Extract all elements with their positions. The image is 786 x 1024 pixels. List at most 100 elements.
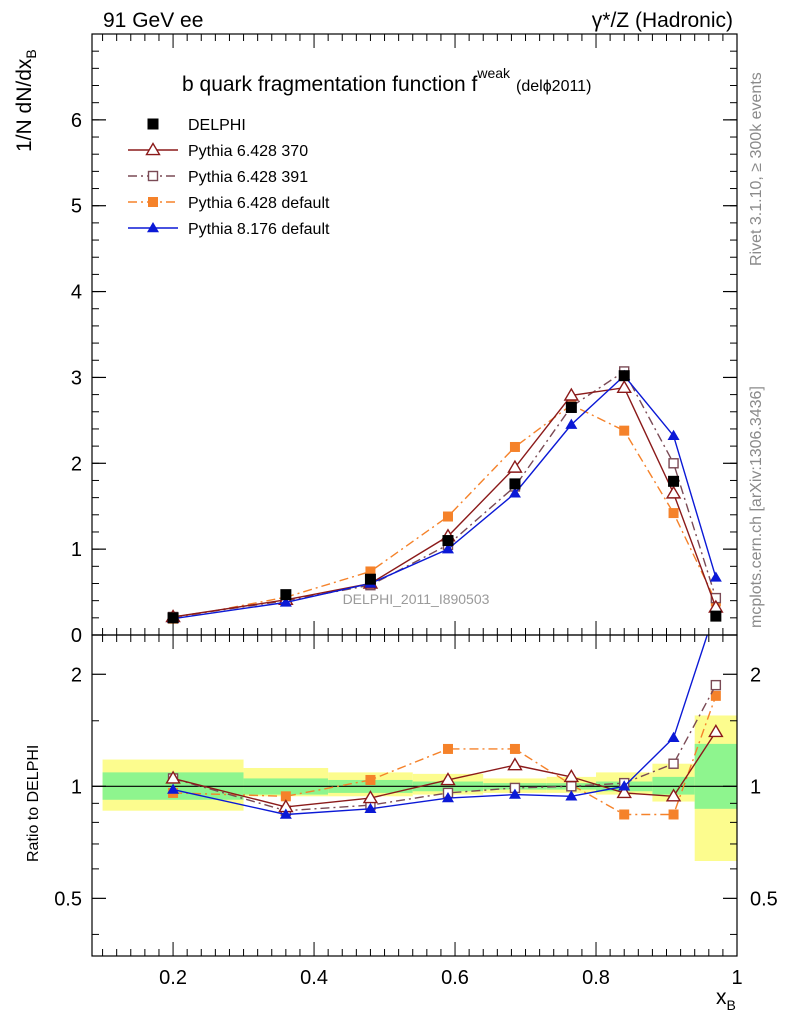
legend: DELPHI Pythia 6.428 370 Pythia 6.428 391 Py… bbox=[128, 117, 330, 238]
ratio-point-p391-5 bbox=[566, 781, 577, 792]
point-data-3 bbox=[442, 535, 454, 547]
legend-entry-p8def: Pythia 8.176 default bbox=[128, 221, 330, 238]
ratio-point-p370-5 bbox=[563, 769, 580, 783]
legend-marker-p6def bbox=[148, 197, 158, 207]
x-tick-label: 0.8 bbox=[582, 967, 610, 989]
ratio-point-p8def-5 bbox=[565, 790, 578, 801]
ratio-point-p8def-4 bbox=[508, 788, 521, 799]
legend-label-p6def: Pythia 6.428 default bbox=[188, 195, 330, 212]
x-axis-title-sub: B bbox=[727, 997, 736, 1013]
legend-entry-p391: Pythia 6.428 391 bbox=[128, 169, 308, 186]
point-p6def-4 bbox=[509, 441, 520, 452]
x-tick-label: 0.4 bbox=[300, 967, 328, 989]
legend-entry-p6def: Pythia 6.428 default bbox=[128, 195, 330, 212]
point-p8def-8 bbox=[709, 571, 722, 582]
rivet-label: Rivet 3.1.10, ≥ 300k events bbox=[748, 72, 765, 266]
point-data-4 bbox=[509, 478, 521, 490]
legend-label-p370: Pythia 6.428 370 bbox=[188, 143, 308, 160]
ratio-point-p6def-2 bbox=[365, 774, 376, 785]
bottom-frame bbox=[91, 634, 738, 957]
y-tick-label: 3 bbox=[71, 367, 82, 389]
point-data-2 bbox=[364, 573, 376, 585]
legend-label-p391: Pythia 6.428 391 bbox=[188, 169, 308, 186]
ratio-plot-panel: 0.5 0.51 12 20.2 0.4 0.6 0.8 1 Ratio to DELPHI … bbox=[25, 634, 778, 1013]
ratio-point-p8def-0 bbox=[167, 783, 180, 794]
process-label: γ*/Z (Hadronic) bbox=[592, 9, 733, 32]
series-p391 bbox=[167, 366, 722, 623]
ratio-point-p6def-6 bbox=[619, 809, 630, 820]
plot-title-main: b quark fragmentation function f bbox=[182, 73, 478, 96]
ratio-point-p6def-4 bbox=[509, 743, 520, 754]
x-axis-title-main: x bbox=[716, 986, 727, 1009]
ratio-point-p370-6 bbox=[616, 785, 632, 799]
point-p8def-3 bbox=[441, 543, 454, 554]
legend-label-data: DELPHI bbox=[188, 117, 246, 134]
point-p6def-3 bbox=[442, 511, 453, 522]
point-p8def-5 bbox=[565, 418, 578, 429]
y-axis-title-main: 1/N dN/dx bbox=[13, 58, 36, 152]
x-axis-title: xB bbox=[716, 986, 736, 1013]
point-p370-4 bbox=[507, 459, 523, 473]
point-data-7 bbox=[668, 475, 680, 487]
ratio-point-p6def-8 bbox=[710, 690, 721, 701]
plot-title-sup: weak bbox=[476, 65, 511, 81]
point-p8def-7 bbox=[667, 429, 680, 441]
legend-entry-p370: Pythia 6.428 370 bbox=[128, 142, 308, 160]
legend-label-p8def: Pythia 8.176 default bbox=[188, 221, 330, 238]
x-tick-label: 1 bbox=[731, 967, 742, 989]
y-tick-label: 6 bbox=[71, 110, 82, 132]
ratio-y-tick-label: 1 bbox=[71, 776, 82, 798]
plot-title: b quark fragmentation function fweak (del… bbox=[182, 65, 591, 96]
point-data-1 bbox=[280, 589, 292, 601]
legend-marker-p8def bbox=[147, 222, 159, 233]
watermark: DELPHI_2011_I890503 bbox=[343, 591, 490, 607]
plot-title-tag: (delϕ2011) bbox=[516, 78, 591, 95]
series-p370 bbox=[165, 379, 724, 623]
series-p8def bbox=[167, 369, 722, 623]
ratio-y-axis-title: Ratio to DELPHI bbox=[25, 745, 42, 862]
point-p370-7 bbox=[665, 485, 682, 499]
ratio-y-tick-label-right: 1 bbox=[750, 776, 761, 798]
ratio-series-p370 bbox=[165, 724, 724, 813]
legend-marker-p370 bbox=[145, 142, 161, 156]
point-p370-5 bbox=[563, 387, 580, 401]
legend-marker-p391 bbox=[147, 170, 159, 182]
ratio-point-p370-2 bbox=[362, 790, 379, 804]
x-tick-label: 0.6 bbox=[441, 967, 469, 989]
ratio-point-p8def-2 bbox=[364, 802, 377, 814]
ratio-point-p370-8 bbox=[708, 724, 724, 738]
ratio-y-tick-label: 2 bbox=[71, 664, 82, 686]
ratio-point-p8def-7 bbox=[667, 731, 680, 743]
point-p370-6 bbox=[616, 379, 632, 393]
ratio-series-p8def bbox=[167, 635, 708, 819]
ratio-point-p6def-3 bbox=[442, 743, 453, 754]
ratio-point-p8def-6 bbox=[618, 780, 631, 791]
x-tick-label: 0.2 bbox=[159, 967, 187, 989]
ratio-y-tick-label: 0.5 bbox=[54, 888, 82, 910]
ratio-point-p370-3 bbox=[440, 772, 456, 786]
y-axis-title: 1/N dN/dxB bbox=[13, 49, 39, 152]
y-tick-label: 4 bbox=[71, 282, 82, 304]
point-data-0 bbox=[167, 612, 179, 624]
point-data-8 bbox=[710, 610, 722, 622]
ratio-point-p370-0 bbox=[165, 770, 181, 784]
y-tick-label: 0 bbox=[71, 625, 82, 647]
ratio-point-p391-8 bbox=[710, 679, 722, 691]
ratio-point-p8def-3 bbox=[441, 792, 454, 803]
ratio-y-tick-label-right: 2 bbox=[750, 664, 761, 686]
ratio-point-p6def-7 bbox=[668, 809, 679, 820]
ratio-point-p6def-1 bbox=[280, 791, 291, 802]
y-tick-label: 1 bbox=[71, 539, 82, 561]
series-data bbox=[167, 370, 722, 624]
point-p6def-2 bbox=[365, 566, 376, 577]
point-data-6 bbox=[618, 370, 630, 382]
band-inner-8 bbox=[694, 743, 737, 809]
y-tick-label: 5 bbox=[71, 196, 82, 218]
ratio-y-tick-label-right: 0.5 bbox=[750, 888, 778, 910]
point-p8def-1 bbox=[279, 596, 292, 607]
point-p6def-7 bbox=[668, 508, 679, 519]
point-p8def-4 bbox=[508, 487, 521, 498]
point-p6def-6 bbox=[619, 425, 630, 436]
legend-entry-data: DELPHI bbox=[147, 117, 246, 134]
